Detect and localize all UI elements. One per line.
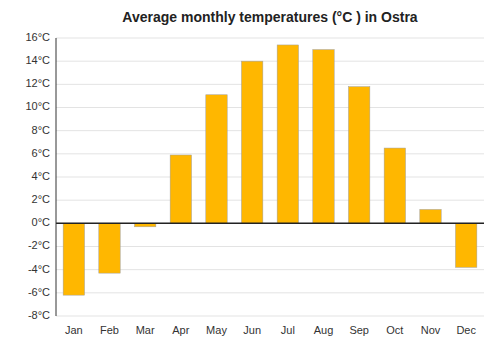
x-tick-label: Sep xyxy=(349,324,369,336)
y-tick-label: 12°C xyxy=(25,77,50,89)
grid-line xyxy=(56,223,484,224)
bar xyxy=(384,148,405,223)
chart: -8°C -6°C -4°C -2°C 0°C 2°C 4°C 6°C 8°C 10°C 12°C 1… xyxy=(0,0,500,350)
x-tick-label: Aug xyxy=(314,324,334,336)
bar xyxy=(455,223,476,267)
grid-line xyxy=(56,316,484,317)
y-axis-line xyxy=(56,38,57,316)
y-tick-label: 14°C xyxy=(25,54,50,66)
bar xyxy=(313,50,334,224)
y-tick-label: 0°C xyxy=(32,216,51,228)
grid-line xyxy=(56,84,484,85)
y-tick-label: -4°C xyxy=(28,263,50,275)
bar xyxy=(206,95,227,224)
grid-line xyxy=(56,177,484,178)
y-tick-labels: -8°C -6°C -4°C -2°C 0°C 2°C 4°C 6°C 8°C 10°C 12°C 1… xyxy=(25,31,50,321)
grid xyxy=(56,38,484,316)
grid-line xyxy=(56,38,484,39)
x-tick-label: Nov xyxy=(421,324,441,336)
x-tick-label: Dec xyxy=(456,324,476,336)
bars xyxy=(63,45,477,295)
x-tick-label: Jul xyxy=(281,324,295,336)
x-tick-label: Jun xyxy=(243,324,261,336)
x-tick-label: Mar xyxy=(136,324,155,336)
y-tick-label: 4°C xyxy=(32,170,51,182)
y-tick-label: -2°C xyxy=(28,239,50,251)
title: Average monthly temperatures (°C ) in Os… xyxy=(122,9,417,25)
x-tick-label: Apr xyxy=(172,324,189,336)
grid-line xyxy=(56,153,484,154)
y-tick-label: 8°C xyxy=(32,124,51,136)
x-tick-label: Feb xyxy=(100,324,119,336)
y-tick-label: -8°C xyxy=(28,309,50,321)
page: {"chart_data": {"type": "bar", "title": … xyxy=(0,0,500,350)
x-tick-label: Oct xyxy=(386,324,403,336)
grid-line xyxy=(56,107,484,108)
bar xyxy=(277,45,298,223)
bar xyxy=(420,209,441,223)
y-tick-label: -6°C xyxy=(28,286,50,298)
y-tick-label: 16°C xyxy=(25,31,50,43)
x-tick-label: May xyxy=(206,324,227,336)
x-tick-label: Jan xyxy=(65,324,83,336)
bar xyxy=(241,61,262,223)
zero-line xyxy=(56,223,484,225)
grid-line xyxy=(56,200,484,201)
y-tick-label: 6°C xyxy=(32,147,51,159)
y-tick-label: 10°C xyxy=(25,100,50,112)
grid-line xyxy=(56,61,484,62)
bar xyxy=(63,223,84,295)
y-tick-label: 2°C xyxy=(32,193,51,205)
grid-line xyxy=(56,130,484,131)
x-tick-labels: Jan Feb Mar Apr May Jun Jul Aug Sep Oct Nov Dec xyxy=(65,324,476,336)
bar xyxy=(170,155,191,223)
grid-line xyxy=(56,292,484,293)
bar xyxy=(99,223,120,273)
bar xyxy=(348,87,369,224)
